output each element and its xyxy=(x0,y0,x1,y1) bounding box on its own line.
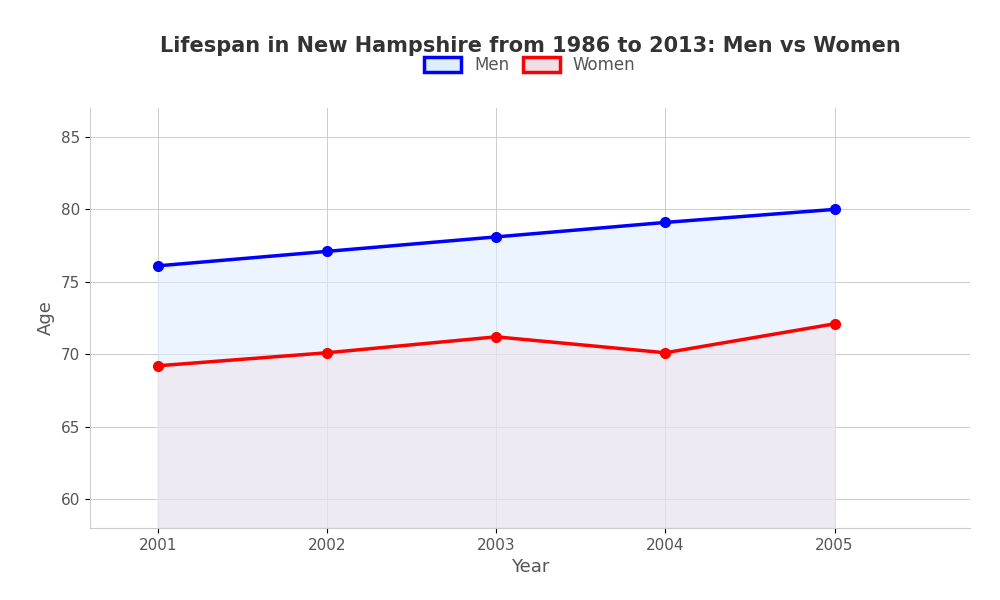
X-axis label: Year: Year xyxy=(511,558,549,576)
Title: Lifespan in New Hampshire from 1986 to 2013: Men vs Women: Lifespan in New Hampshire from 1986 to 2… xyxy=(160,37,900,56)
Legend: Men, Women: Men, Women xyxy=(418,49,642,80)
Y-axis label: Age: Age xyxy=(37,301,55,335)
